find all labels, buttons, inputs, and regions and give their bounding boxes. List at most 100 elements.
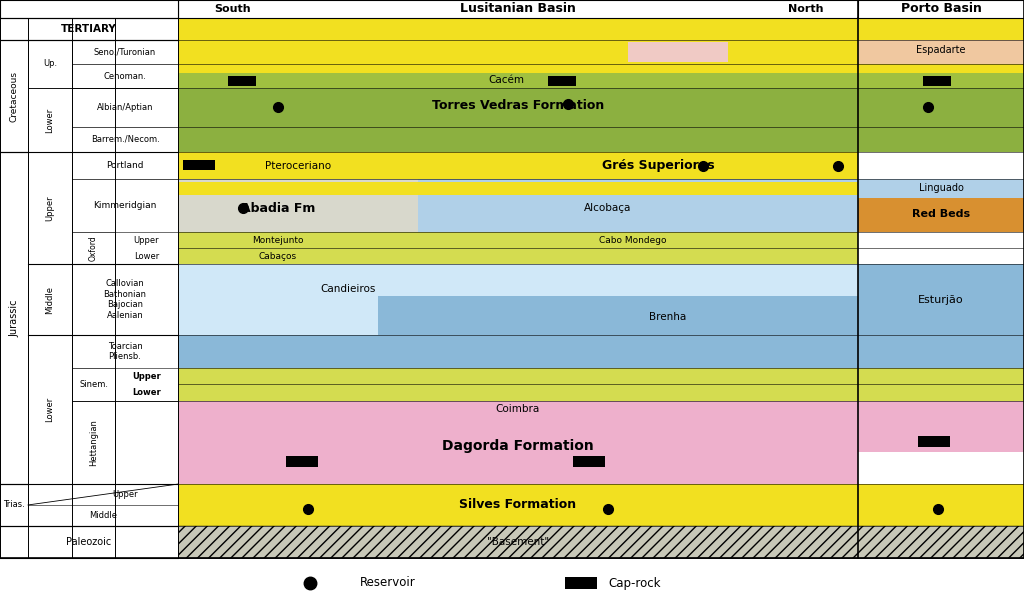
Text: "Basement": "Basement"	[487, 537, 549, 547]
Bar	[573, 457, 605, 468]
Bar	[178, 335, 858, 368]
Bar	[178, 368, 858, 384]
Text: Barrem./Necom.: Barrem./Necom.	[91, 135, 160, 144]
Bar	[178, 182, 858, 195]
Bar	[178, 40, 858, 64]
Text: Cacém: Cacém	[488, 75, 524, 85]
Bar	[178, 526, 1024, 558]
Text: Albian/Aptian: Albian/Aptian	[96, 103, 154, 112]
Bar	[178, 64, 858, 88]
Bar	[858, 198, 1024, 232]
Bar	[178, 0, 858, 18]
Bar	[0, 18, 178, 558]
Text: Cap-rock: Cap-rock	[608, 576, 660, 590]
Bar	[858, 179, 1024, 198]
Bar	[858, 88, 1024, 126]
Text: Alcobaça: Alcobaça	[585, 203, 632, 213]
Text: South: South	[215, 4, 251, 14]
Text: Upper: Upper	[113, 490, 138, 499]
Text: Coimbra: Coimbra	[496, 404, 540, 413]
Text: Middle: Middle	[45, 286, 54, 314]
Text: Portland: Portland	[106, 161, 143, 170]
Text: Callovian
Bathonian
Bajocian
Aalenian: Callovian Bathonian Bajocian Aalenian	[103, 280, 146, 320]
Text: Linguado: Linguado	[919, 184, 964, 193]
Bar	[178, 88, 858, 126]
Text: Silves Formation: Silves Formation	[460, 499, 577, 511]
Text: Lower: Lower	[45, 108, 54, 133]
Text: Dagorda Formation: Dagorda Formation	[442, 440, 594, 454]
Bar	[858, 64, 1024, 72]
Text: Jurassic: Jurassic	[9, 300, 19, 337]
Bar	[858, 335, 1024, 368]
Text: Upper: Upper	[132, 372, 161, 381]
Text: Lower: Lower	[45, 397, 54, 422]
Bar	[858, 40, 1024, 64]
Bar	[923, 76, 951, 86]
Bar	[858, 384, 1024, 401]
Bar	[286, 457, 318, 468]
Bar	[228, 76, 256, 86]
Bar	[418, 179, 858, 232]
Text: Hettangian: Hettangian	[89, 419, 98, 466]
Text: Upper: Upper	[45, 196, 54, 221]
Text: Montejunto: Montejunto	[252, 236, 304, 244]
Bar	[178, 401, 858, 484]
Text: Esturjão: Esturjão	[919, 294, 964, 305]
Bar	[178, 248, 858, 264]
Text: Cretaceous: Cretaceous	[9, 71, 18, 122]
Text: Trias.: Trias.	[3, 500, 25, 510]
Bar	[178, 18, 1024, 40]
Text: Brenha: Brenha	[649, 313, 687, 322]
Bar	[858, 64, 1024, 88]
Text: North: North	[788, 4, 823, 14]
Text: Cabaços: Cabaços	[259, 252, 297, 261]
Text: Porto Basin: Porto Basin	[900, 2, 981, 15]
Bar	[178, 526, 1024, 558]
Bar	[178, 232, 858, 248]
Text: Middle: Middle	[89, 511, 117, 520]
Bar	[178, 64, 858, 72]
Bar	[548, 76, 575, 86]
Bar	[178, 18, 1024, 558]
Bar	[0, 0, 178, 18]
Text: Cabo Mondego: Cabo Mondego	[599, 236, 667, 244]
Text: Candieiros: Candieiros	[321, 284, 376, 294]
Bar	[178, 264, 858, 335]
Bar	[0, 18, 178, 40]
Text: Oxford: Oxford	[89, 235, 98, 261]
Bar	[178, 153, 858, 179]
Bar	[565, 577, 597, 589]
Text: Pteroceriano: Pteroceriano	[265, 161, 331, 171]
Bar	[183, 161, 215, 170]
Bar	[378, 296, 858, 335]
Text: Espadarte: Espadarte	[916, 44, 966, 55]
Text: Cenoman.: Cenoman.	[103, 72, 146, 81]
Text: Lower: Lower	[132, 388, 161, 397]
Bar	[918, 435, 950, 447]
Bar	[858, 401, 1024, 452]
Text: TERTIARY: TERTIARY	[61, 24, 117, 34]
Bar	[0, 0, 1024, 18]
Text: Up.: Up.	[43, 60, 57, 69]
Text: Lusitanian Basin: Lusitanian Basin	[460, 2, 575, 15]
Bar	[178, 384, 858, 401]
Bar	[858, 0, 1024, 18]
Bar	[858, 368, 1024, 384]
Text: Lower: Lower	[134, 252, 159, 261]
Text: Paleozoic: Paleozoic	[67, 537, 112, 547]
Bar	[858, 40, 1024, 81]
Text: Upper: Upper	[134, 236, 160, 244]
Text: Seno./Turonian: Seno./Turonian	[94, 47, 156, 57]
Bar	[628, 43, 728, 62]
Text: Abadia Fm: Abadia Fm	[241, 202, 315, 215]
Bar	[858, 264, 1024, 335]
Text: Torres Vedras Formation: Torres Vedras Formation	[432, 99, 604, 112]
Text: Grés Superiores: Grés Superiores	[602, 159, 715, 172]
Text: Red Beds: Red Beds	[912, 209, 970, 219]
Bar	[178, 126, 858, 153]
Bar	[178, 179, 418, 232]
Text: Kimmeridgian: Kimmeridgian	[93, 201, 157, 210]
Text: Sinem.: Sinem.	[79, 380, 108, 389]
Bar	[178, 484, 1024, 526]
Bar	[858, 126, 1024, 153]
